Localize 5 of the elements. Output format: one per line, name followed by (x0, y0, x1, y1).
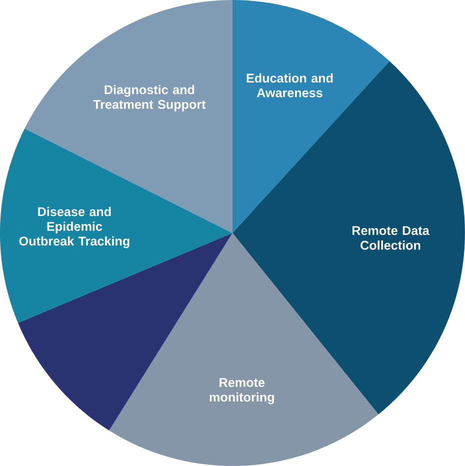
slice-label: Diagnostic and Treatment Support (93, 84, 206, 112)
slice-label: Education and Awareness (246, 73, 333, 98)
slice-label: Remote Data Collection (352, 226, 430, 250)
slice-label: Disease and Epidemic Outbreak Tracking (19, 206, 130, 248)
slice-label: Remote monitoring (210, 378, 274, 404)
